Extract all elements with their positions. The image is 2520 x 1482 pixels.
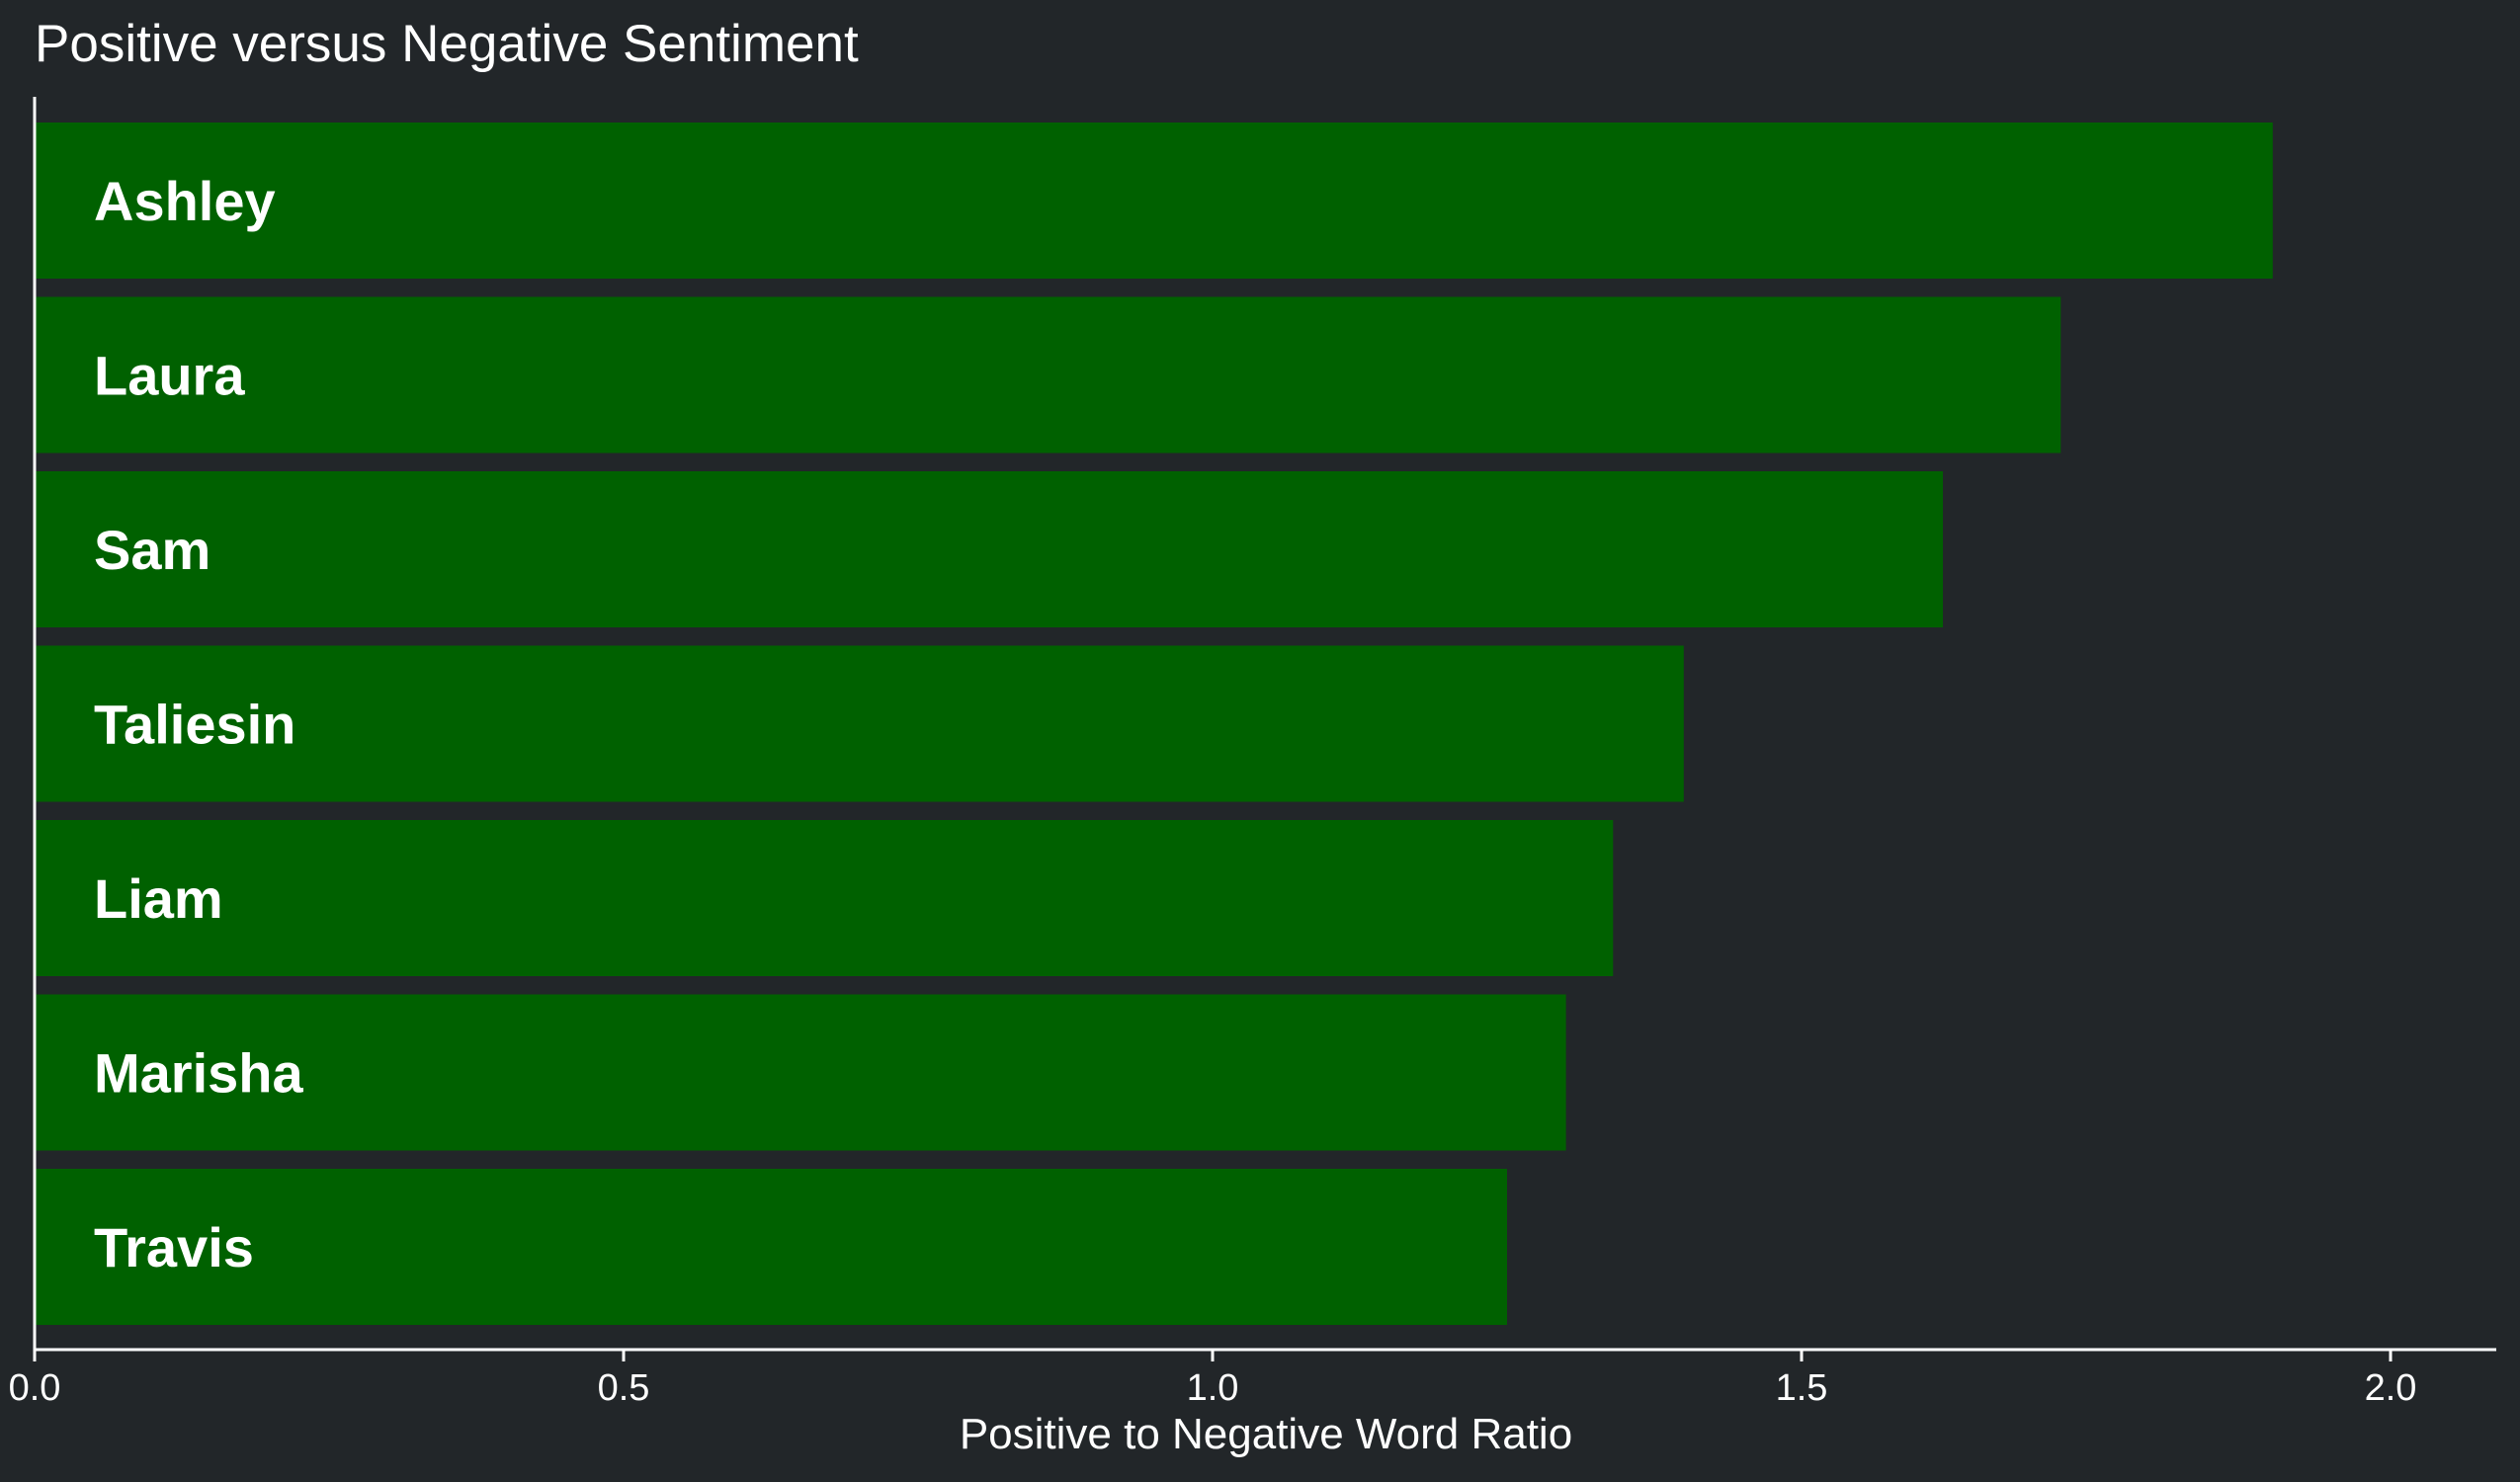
- bar-sam: [35, 471, 1944, 627]
- bar-travis: [35, 1169, 1507, 1325]
- x-axis-title: Positive to Negative Word Ratio: [960, 1410, 1572, 1458]
- x-tick-label-3: 1.5: [1776, 1367, 1828, 1409]
- bar-label-travis: Travis: [94, 1216, 254, 1278]
- chart-title: Positive versus Negative Sentiment: [35, 15, 859, 73]
- bars-group: [35, 123, 2273, 1325]
- bar-label-liam: Liam: [94, 867, 223, 930]
- x-tick-label-1: 0.5: [598, 1367, 650, 1409]
- bar-label-laura: Laura: [94, 345, 245, 407]
- bar-taliesin: [35, 645, 1684, 802]
- x-tick-label-4: 2.0: [2365, 1367, 2417, 1409]
- x-axis-ticks-group: 0.0 0.5 1.0 1.5 2.0: [9, 1350, 2417, 1409]
- bar-marisha: [35, 994, 1566, 1151]
- bar-label-taliesin: Taliesin: [94, 694, 295, 756]
- bar-ashley: [35, 123, 2273, 279]
- bar-labels-group: Ashley Laura Sam Taliesin Liam Marisha Travis: [94, 170, 303, 1278]
- bar-label-marisha: Marisha: [94, 1042, 303, 1105]
- bar-label-sam: Sam: [94, 519, 210, 581]
- bar-laura: [35, 296, 2061, 453]
- x-tick-label-0: 0.0: [9, 1367, 61, 1409]
- bar-liam: [35, 820, 1614, 976]
- x-tick-label-2: 1.0: [1187, 1367, 1239, 1409]
- bar-label-ashley: Ashley: [94, 170, 276, 232]
